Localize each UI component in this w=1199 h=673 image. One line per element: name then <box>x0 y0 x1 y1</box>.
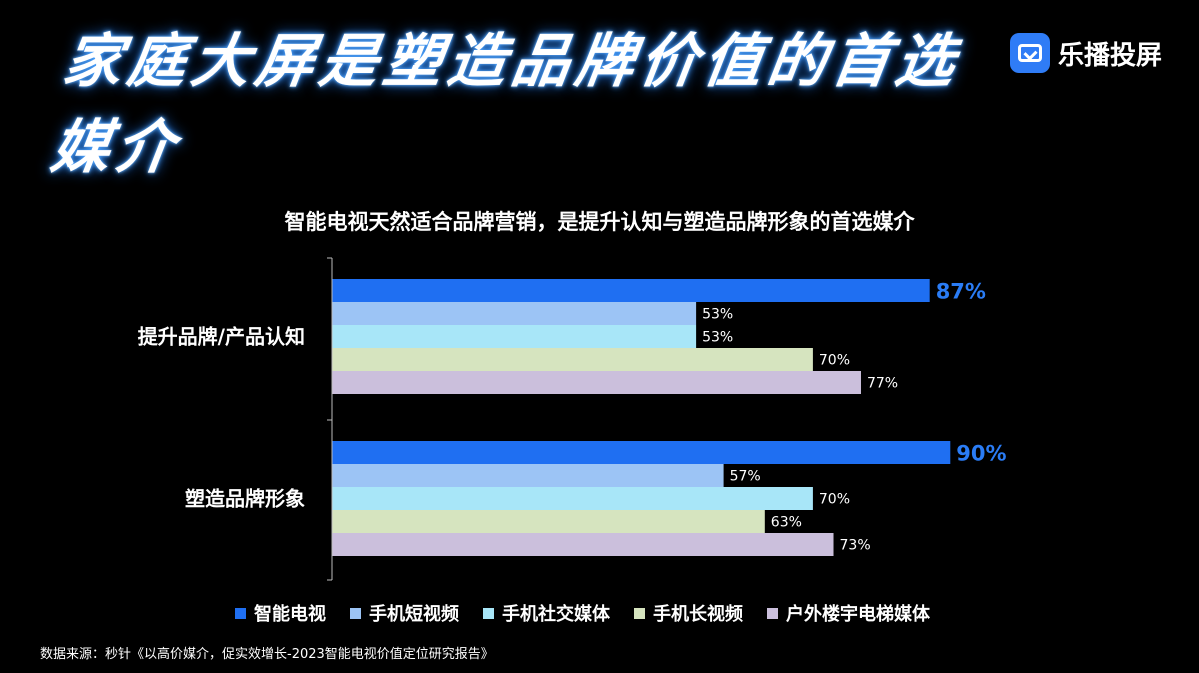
category-label: 塑造品牌形象 <box>185 487 305 511</box>
bar <box>332 510 765 533</box>
legend-label: 户外楼宇电梯媒体 <box>786 604 930 625</box>
bar <box>332 279 930 302</box>
tv-screen-cast-icon <box>1010 33 1050 73</box>
legend-swatch <box>634 607 645 619</box>
bar <box>332 348 813 371</box>
data-label: 77% <box>867 376 898 392</box>
bar <box>332 371 861 394</box>
logo: 乐播投屏 <box>1010 33 1162 73</box>
data-label: 53% <box>702 307 733 323</box>
logo-text: 乐播投屏 <box>1058 40 1163 71</box>
bar <box>332 441 951 464</box>
data-label: 57% <box>730 469 761 485</box>
legend-item: 手机短视频 <box>350 600 459 626</box>
bar <box>332 325 697 348</box>
legend-item: 户外楼宇电梯媒体 <box>767 600 930 626</box>
data-label: 87% <box>936 280 986 304</box>
legend-swatch <box>350 607 361 619</box>
legend-item: 手机社交媒体 <box>483 600 610 626</box>
legend-item: 智能电视 <box>235 600 326 626</box>
data-label: 90% <box>956 442 1006 466</box>
bar <box>332 487 813 510</box>
data-label: 70% <box>819 353 850 369</box>
data-label: 53% <box>702 330 733 346</box>
data-label: 73% <box>840 538 871 554</box>
legend-swatch <box>483 607 494 619</box>
bar <box>332 464 724 487</box>
category-label: 提升品牌/产品认知 <box>138 325 305 349</box>
legend-label: 手机长视频 <box>653 604 743 625</box>
legend-label: 智能电视 <box>254 604 326 625</box>
legend-item: 手机长视频 <box>634 600 743 626</box>
bar <box>332 533 834 556</box>
chart-legend: 智能电视 手机短视频 手机社交媒体 手机长视频 户外楼宇电梯媒体 <box>235 600 930 626</box>
legend-swatch <box>767 607 778 619</box>
source-note: 数据来源：秒针《以高价媒介，促实效增长-2023智能电视价值定位研究报告》 <box>40 647 494 662</box>
data-label: 63% <box>771 515 802 531</box>
legend-swatch <box>235 607 246 619</box>
legend-label: 手机短视频 <box>369 604 459 625</box>
legend-label: 手机社交媒体 <box>502 604 610 625</box>
chart-title: 智能电视天然适合品牌营销，是提升认知与塑造品牌形象的首选媒介 <box>284 210 915 234</box>
bar <box>332 302 697 325</box>
data-label: 70% <box>819 492 850 508</box>
